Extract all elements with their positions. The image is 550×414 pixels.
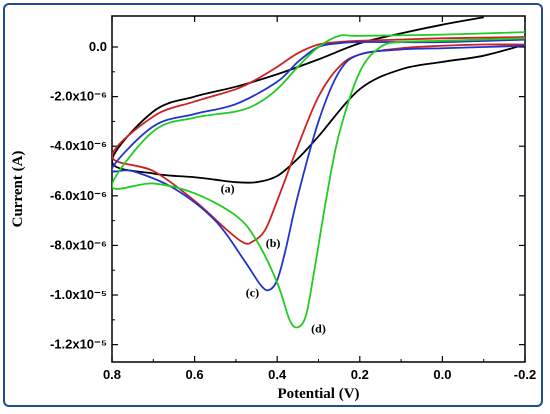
curve-c — [112, 38, 525, 292]
x-tick-label: 0.0 — [433, 367, 451, 382]
y-tick-label: -8.0x10⁻⁶ — [50, 237, 107, 252]
curve-label-c: (c) — [246, 286, 259, 300]
x-tick-label: 0.2 — [351, 367, 369, 382]
curves — [112, 16, 525, 329]
axis-ticks: 0.8 0.6 0.4 0.2 0.0 -0.2 0.0 -2.0x10⁻⁶ -4.0x10⁻⁶… — [50, 16, 536, 382]
curve-labels: (a) (b) (c) (d) — [221, 181, 326, 335]
y-axis-title: Current (A) — [10, 151, 26, 228]
y-tick-label: -4.0x10⁻⁶ — [50, 138, 107, 153]
x-tick-label: 0.4 — [268, 367, 287, 382]
y-tick-label: -1.0x10⁻⁵ — [50, 287, 107, 302]
y-tick-label: -2.0x10⁻⁶ — [50, 89, 107, 104]
curve-d — [112, 31, 525, 329]
curve-label-d: (d) — [311, 322, 326, 336]
curve-a — [112, 16, 525, 184]
y-tick-label: -6.0x10⁻⁶ — [50, 188, 107, 203]
x-tick-label: -0.2 — [514, 367, 536, 382]
curve-label-a: (a) — [221, 181, 235, 195]
x-tick-label: 0.6 — [186, 367, 204, 382]
curve-b — [112, 36, 525, 245]
x-tick-label: 0.8 — [103, 367, 121, 382]
x-axis-title: Potential (V) — [277, 386, 359, 402]
y-tick-label: -1.2x10⁻⁵ — [50, 337, 107, 352]
y-tick-label: 0.0 — [89, 39, 107, 54]
curve-label-b: (b) — [266, 236, 281, 250]
